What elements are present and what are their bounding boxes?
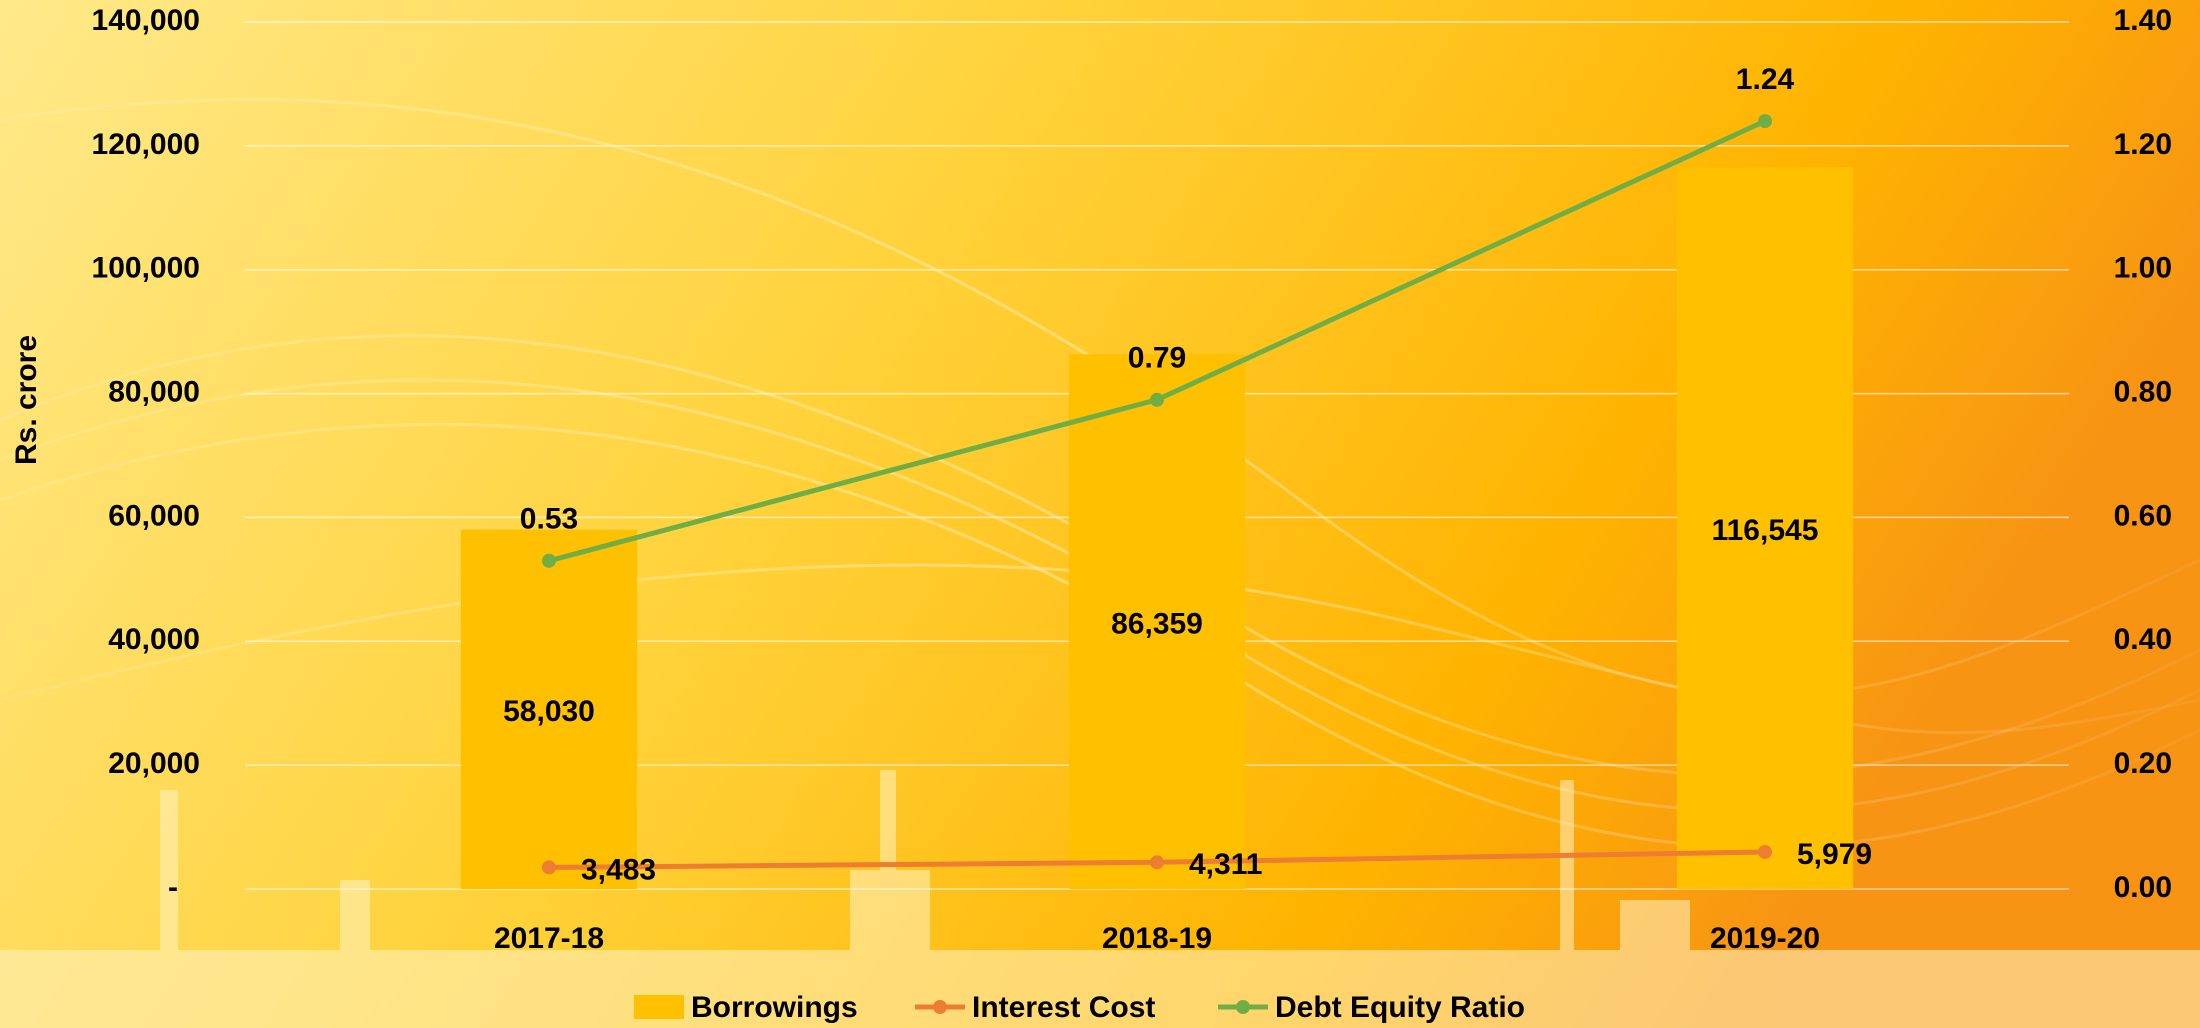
x-tick-label: 2019-20	[1710, 922, 1820, 955]
y-tick-label: 60,000	[108, 499, 200, 532]
line-marker	[542, 553, 556, 568]
x-tick-label: 2017-18	[494, 922, 604, 955]
legend-label: Borrowings	[691, 991, 858, 1024]
y2-tick-label: 0.40	[2114, 623, 2172, 656]
bar	[460, 529, 638, 889]
line-marker	[1150, 855, 1164, 870]
y2-tick-label: 0.20	[2114, 747, 2172, 780]
data-label: 3,483	[581, 853, 656, 886]
data-label: 86,359	[1111, 608, 1203, 641]
bar	[1068, 354, 1246, 889]
data-label: 116,545	[1712, 514, 1819, 547]
legend-swatch-marker	[933, 1000, 947, 1014]
y2-tick-label: 0.60	[2114, 499, 2172, 532]
data-label: 0.79	[1128, 342, 1186, 375]
y-tick-label: 80,000	[108, 375, 200, 408]
data-label: 5,979	[1797, 838, 1872, 871]
x-tick-label: 2018-19	[1102, 922, 1212, 955]
legend-label: Debt Equity Ratio	[1275, 991, 1525, 1024]
y-tick-label: 120,000	[92, 128, 200, 161]
labels: - 20,000 40,000 60,000 80,000 100,000 120,000 1…	[92, 4, 2172, 955]
y2-tick-label: 1.00	[2114, 252, 2172, 285]
line-marker	[1758, 114, 1772, 129]
lines	[542, 114, 1772, 875]
data-label: 58,030	[503, 695, 595, 728]
legend-swatch-marker	[1236, 1000, 1250, 1014]
legend-label: Interest Cost	[972, 991, 1155, 1024]
y2-tick-label: 1.40	[2114, 4, 2172, 37]
line-marker	[542, 860, 556, 875]
y-axis-title: Rs. crore	[10, 335, 43, 465]
data-label: 1.24	[1736, 63, 1795, 96]
legend-swatch	[634, 995, 684, 1019]
y2-tick-label: 0.80	[2114, 375, 2172, 408]
y-tick-label: 20,000	[108, 747, 200, 780]
y-tick-label: 140,000	[92, 4, 200, 37]
data-label: 4,311	[1189, 848, 1262, 881]
y2-tick-label: 1.20	[2114, 128, 2172, 161]
bar	[1676, 167, 1854, 889]
y-tick-label: 100,000	[92, 252, 200, 285]
skyline	[0, 770, 2200, 1028]
bars	[460, 167, 1854, 889]
data-label: 0.53	[520, 503, 578, 536]
y2-tick-label: 0.00	[2114, 871, 2172, 904]
line-marker	[1758, 844, 1772, 859]
line-marker	[1150, 392, 1164, 407]
y-tick-label: -	[168, 871, 178, 904]
y-tick-label: 40,000	[108, 623, 200, 656]
